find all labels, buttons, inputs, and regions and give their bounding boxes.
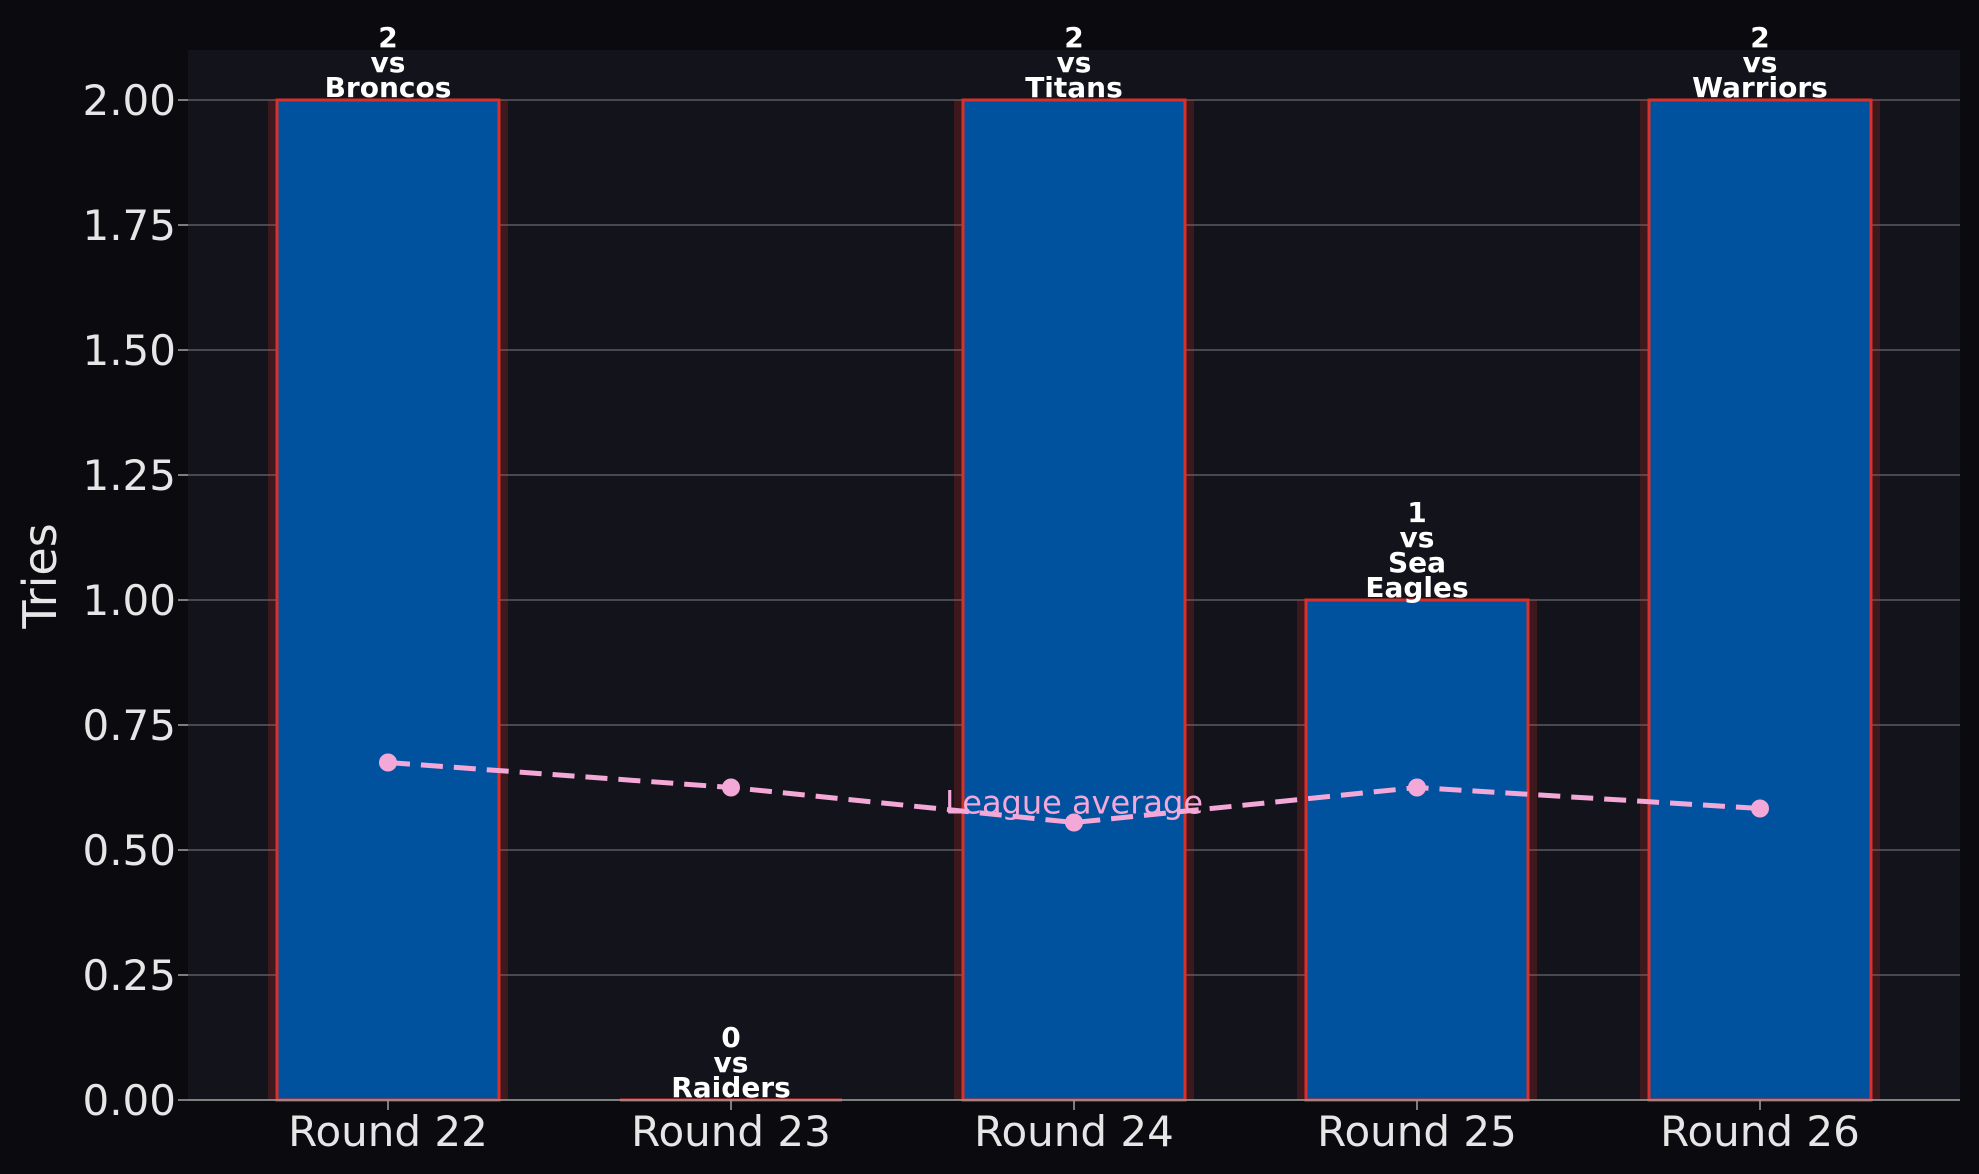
bar-label-line: vs [1057, 46, 1092, 79]
bar-label-line: Raiders [671, 1071, 791, 1104]
league-average-point [1751, 799, 1769, 818]
y-tick-label: 1.25 [82, 451, 176, 500]
y-axis-label: Tries [13, 523, 67, 629]
y-tick-label: 0.25 [82, 951, 176, 1000]
x-tick-label: Round 26 [1660, 1107, 1860, 1156]
bar-label-line: Warriors [1692, 71, 1828, 104]
league-average-point [722, 778, 740, 797]
league-average-label: League average [945, 784, 1203, 822]
bar-label-line: Sea [1388, 546, 1446, 579]
bar-label-line: vs [1400, 521, 1435, 554]
bar-label-line: vs [714, 1046, 749, 1079]
x-tick-label: Round 24 [974, 1107, 1174, 1156]
x-tick-label: Round 25 [1317, 1107, 1517, 1156]
bar-labels: 2vsBroncos0vsRaiders2vsTitans1vsSeaEagle… [325, 21, 1828, 1104]
league-average-point [1408, 778, 1426, 797]
bar-label-line: 2 [378, 21, 397, 54]
y-tick-label: 0.50 [82, 826, 176, 875]
bar-label-line: 0 [721, 1021, 740, 1054]
bar-label-line: vs [1743, 46, 1778, 79]
bar-label-line: 1 [1407, 496, 1426, 529]
axes: 0.00 0.25 0.50 0.75 1.00 1.25 1.50 1.75 2.00 Roun… [82, 76, 1960, 1156]
bar-label-line: 2 [1750, 21, 1769, 54]
league-average-point [379, 753, 397, 772]
y-tick-label: 1.00 [82, 576, 176, 625]
bar-label-line: Broncos [325, 71, 452, 104]
bar [1647, 98, 1873, 1102]
league-average-line: League average [379, 753, 1769, 832]
bar-label-line: Titans [1025, 71, 1123, 104]
bar [1304, 598, 1530, 1102]
bar-label-line: Eagles [1365, 571, 1468, 604]
x-tick-label: Round 22 [288, 1107, 488, 1156]
y-tick-label: 2.00 [82, 76, 176, 125]
bar [961, 98, 1187, 1102]
y-tick-label: 0.75 [82, 701, 176, 750]
x-tick-label: Round 23 [631, 1107, 831, 1156]
y-tick-label: 0.00 [82, 1076, 176, 1125]
league-average-point [1065, 813, 1083, 832]
bar-label-line: 2 [1064, 21, 1083, 54]
bar-label-line: vs [371, 46, 406, 79]
y-tick-label: 1.75 [82, 201, 176, 250]
bars [268, 98, 1880, 1102]
bar [275, 98, 501, 1102]
y-tick-label: 1.50 [82, 326, 176, 375]
